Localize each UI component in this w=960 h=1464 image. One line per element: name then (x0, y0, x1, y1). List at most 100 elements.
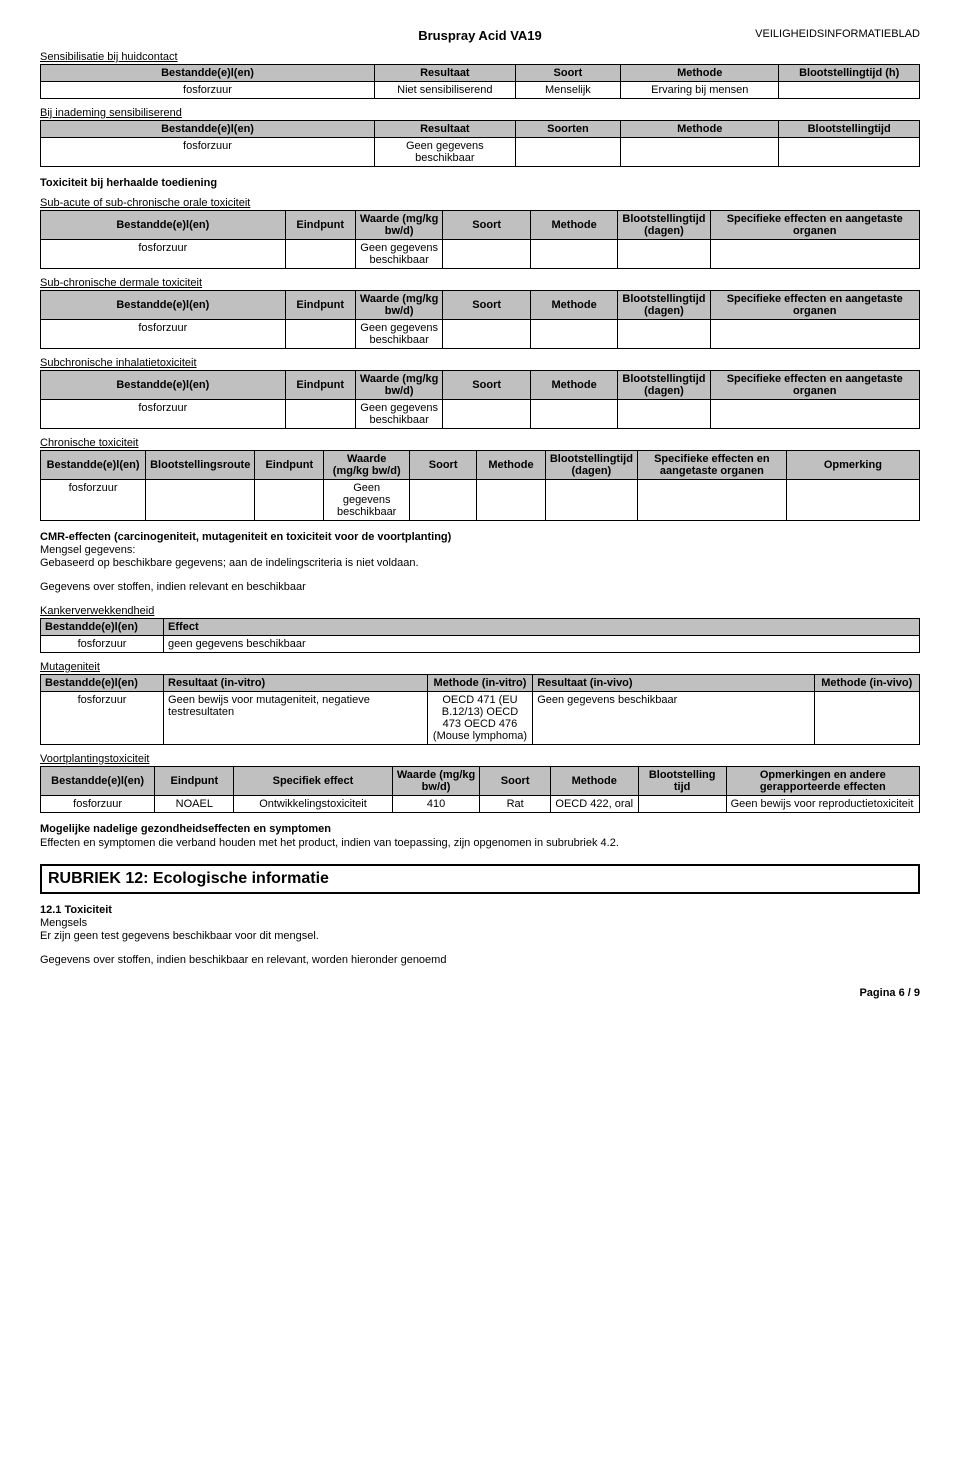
table-cell: fosforzuur (41, 795, 155, 812)
table-cell (443, 240, 530, 269)
table-cell: fosforzuur (41, 635, 164, 652)
t8-c0: Bestandde(e)l(en) (41, 674, 164, 691)
t2-c1: Resultaat (375, 121, 516, 138)
table-cell: Ontwikkelingstoxiciteit (234, 795, 392, 812)
t9-table: Bestandde(e)l(en) Eindpunt Specifiek eff… (40, 766, 920, 813)
t6-table: Bestandde(e)l(en) Blootstellingsroute Ei… (40, 450, 920, 521)
table-cell (710, 320, 920, 349)
cmr-heading: CMR-effecten (carcinogeniteit, mutagenit… (40, 531, 920, 543)
t6-c8: Opmerking (786, 451, 919, 480)
table-cell (285, 240, 355, 269)
t9-c5: Methode (550, 766, 638, 795)
t2-table: Bestandde(e)l(en) Resultaat Soorten Meth… (40, 120, 920, 167)
table-cell (410, 480, 477, 521)
t8-c2: Methode (in-vitro) (427, 674, 532, 691)
table-cell (786, 480, 919, 521)
table-cell: Geen bewijs voor mutageniteit, negatieve… (164, 691, 428, 744)
t5-c5: Blootstellingtijd (dagen) (618, 371, 710, 400)
table-cell (443, 320, 530, 349)
t3-c5: Blootstellingtijd (dagen) (618, 211, 710, 240)
cmr-line2: Gebaseerd op beschikbare gegevens; aan d… (40, 556, 920, 570)
t4-table: Bestandde(e)l(en) Eindpunt Waarde (mg/kg… (40, 290, 920, 349)
t6-c2: Eindpunt (255, 451, 324, 480)
t4-label: Sub-chronische dermale toxiciteit (40, 277, 920, 289)
t9-c2: Specifiek effect (234, 766, 392, 795)
table-cell (710, 240, 920, 269)
table-cell (530, 240, 618, 269)
t5-c3: Soort (443, 371, 530, 400)
t7-c0: Bestandde(e)l(en) (41, 618, 164, 635)
t2-label: Bij inademing sensibiliserend (40, 107, 920, 119)
t1-c4: Blootstellingtijd (h) (779, 65, 920, 82)
t7-table: Bestandde(e)l(en) Effect fosforzuur geen… (40, 618, 920, 653)
table-cell: Menselijk (515, 82, 620, 99)
table-cell: fosforzuur (41, 82, 375, 99)
t6-c7: Specifieke effecten en aangetaste organe… (637, 451, 786, 480)
t4-c1: Eindpunt (285, 291, 355, 320)
table-cell: 410 (392, 795, 480, 812)
t8-c3: Resultaat (in-vivo) (533, 674, 814, 691)
table-cell (530, 320, 618, 349)
t4-c3: Soort (443, 291, 530, 320)
table-cell (638, 795, 726, 812)
t3-c3: Soort (443, 211, 530, 240)
table-cell: OECD 422, oral (550, 795, 638, 812)
t4-c4: Methode (530, 291, 618, 320)
t5-c4: Methode (530, 371, 618, 400)
table-cell (618, 240, 710, 269)
t1-table: Bestandde(e)l(en) Resultaat Soort Method… (40, 64, 920, 99)
t1-c3: Methode (621, 65, 779, 82)
page-footer: Pagina 6 / 9 (40, 987, 920, 999)
t2-c4: Blootstellingtijd (779, 121, 920, 138)
table-cell (814, 691, 920, 744)
table-cell: Niet sensibiliserend (375, 82, 516, 99)
table-cell: fosforzuur (41, 691, 164, 744)
effects-line: Effecten en symptomen die verband houden… (40, 836, 920, 850)
table-cell: Ervaring bij mensen (621, 82, 779, 99)
t3-c2: Waarde (mg/kg bw/d) (355, 211, 443, 240)
table-cell: Geen gegevens beschikbaar (324, 480, 410, 521)
t4-c0: Bestandde(e)l(en) (41, 291, 286, 320)
t4-c6: Specifieke effecten en aangetaste organe… (710, 291, 920, 320)
t8-label: Mutageniteit (40, 661, 920, 673)
sec12-line3: Gegevens over stoffen, indien beschikbaa… (40, 953, 920, 967)
t9-c4: Soort (480, 766, 550, 795)
t6-c0: Bestandde(e)l(en) (41, 451, 146, 480)
t2-c2: Soorten (515, 121, 620, 138)
table-cell (779, 138, 920, 167)
t7-c1: Effect (164, 618, 920, 635)
table-cell: fosforzuur (41, 400, 286, 429)
header-right-label: VEILIGHEIDSINFORMATIEBLAD (755, 28, 920, 40)
t1-label: Sensibilisatie bij huidcontact (40, 51, 920, 63)
sec12-line1: Mengsels (40, 917, 920, 929)
t3-c0: Bestandde(e)l(en) (41, 211, 286, 240)
table-cell: geen gegevens beschikbaar (164, 635, 920, 652)
table-cell (710, 400, 920, 429)
t3-c1: Eindpunt (285, 211, 355, 240)
t9-c6: Blootstelling tijd (638, 766, 726, 795)
table-cell (515, 138, 620, 167)
t6-c5: Methode (477, 451, 546, 480)
table-cell: NOAEL (155, 795, 234, 812)
t7-label: Kankerverwekkendheid (40, 605, 920, 617)
table-cell (255, 480, 324, 521)
cmr-line1: Mengsel gegevens: (40, 544, 920, 556)
t5-c0: Bestandde(e)l(en) (41, 371, 286, 400)
table-cell (618, 320, 710, 349)
t1-c0: Bestandde(e)l(en) (41, 65, 375, 82)
t3-heading: Toxiciteit bij herhaalde toediening (40, 177, 920, 189)
t3-table: Bestandde(e)l(en) Eindpunt Waarde (mg/kg… (40, 210, 920, 269)
table-cell (285, 320, 355, 349)
t1-c1: Resultaat (375, 65, 516, 82)
table-cell: OECD 471 (EU B.12/13) OECD 473 OECD 476 … (427, 691, 532, 744)
table-cell: Geen gegevens beschikbaar (355, 320, 443, 349)
sec12-line2: Er zijn geen test gegevens beschikbaar v… (40, 929, 920, 943)
effects-heading: Mogelijke nadelige gezondheidseffecten e… (40, 823, 920, 835)
table-cell (285, 400, 355, 429)
table-cell (545, 480, 637, 521)
t3-label: Sub-acute of sub-chronische orale toxici… (40, 197, 920, 209)
sec12-heading: 12.1 Toxiciteit (40, 904, 920, 916)
t6-c6: Blootstellingtijd (dagen) (545, 451, 637, 480)
t5-label: Subchronische inhalatietoxiciteit (40, 357, 920, 369)
t9-c0: Bestandde(e)l(en) (41, 766, 155, 795)
